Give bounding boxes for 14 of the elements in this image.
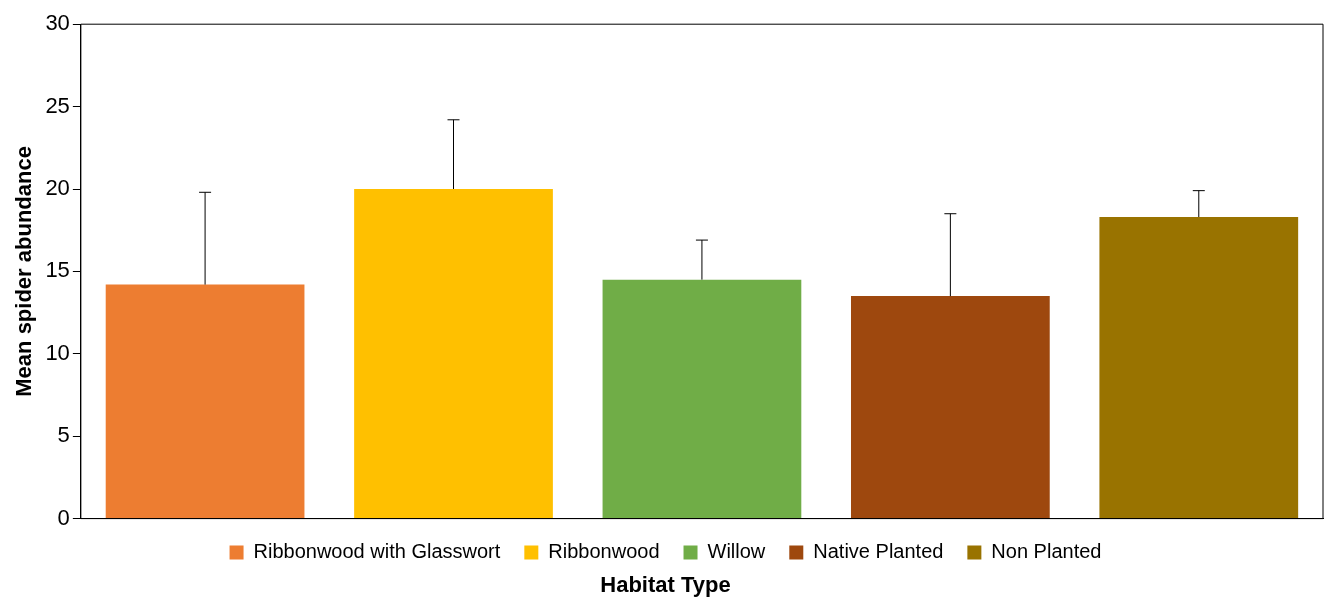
legend-label: Ribbonwood <box>548 540 660 563</box>
y-tick-label: 30 <box>45 10 70 36</box>
legend-label: Ribbonwood with Glasswort <box>253 540 501 563</box>
y-axis-title: Mean spider abundance <box>11 146 37 397</box>
y-tick-label: 15 <box>45 257 70 283</box>
y-tick-label: 5 <box>57 422 70 448</box>
y-tick-label: 20 <box>45 175 70 201</box>
legend-label: Native Planted <box>813 540 944 563</box>
y-tick-label: 25 <box>45 92 70 118</box>
legend-label: Non Planted <box>991 540 1102 563</box>
x-axis-title: Habitat Type <box>600 571 731 597</box>
y-tick-label: 0 <box>57 504 70 530</box>
legend-label: Willow <box>707 540 766 563</box>
y-tick-label: 10 <box>45 339 70 365</box>
